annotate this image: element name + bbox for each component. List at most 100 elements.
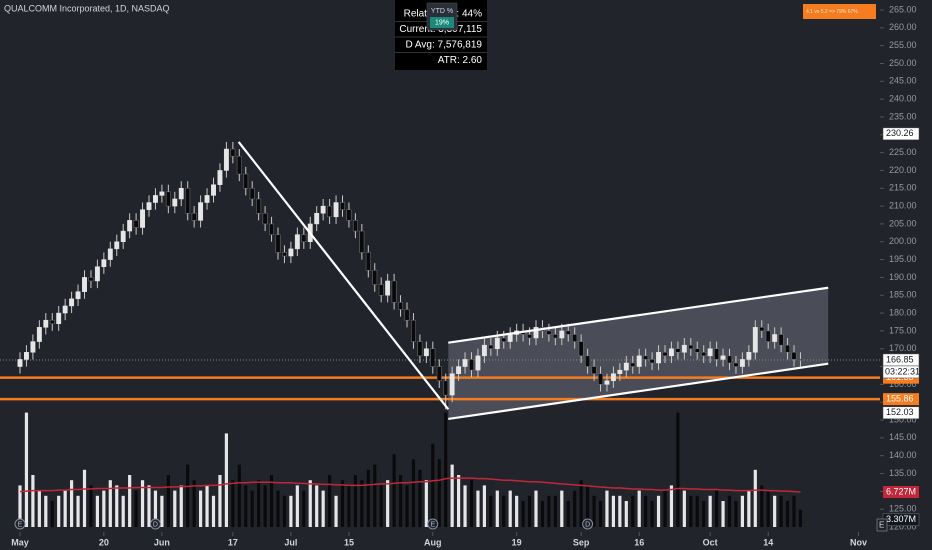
volume-bar <box>192 480 196 527</box>
volume-bar <box>418 469 422 527</box>
candle-body <box>443 380 449 396</box>
volume-bar <box>444 412 448 527</box>
candle-body <box>211 184 216 196</box>
volume-bar <box>502 495 506 527</box>
volume-bar <box>276 490 280 527</box>
price-label: 152.03 <box>886 407 914 417</box>
candle-body <box>398 302 404 310</box>
volume-label: 3.307M <box>886 514 916 524</box>
candle-body <box>223 148 229 171</box>
volume-bar <box>379 485 383 527</box>
volume-bar <box>682 490 686 527</box>
candle-body <box>533 327 539 339</box>
candle-body <box>56 312 62 325</box>
volume-bar <box>108 480 112 527</box>
volume-bar <box>411 459 416 527</box>
candle-body <box>720 355 726 360</box>
volume-bar <box>257 480 261 527</box>
candle-body <box>488 344 494 349</box>
volume-bar <box>289 495 293 527</box>
y-tick-label: 220.00 <box>889 165 917 175</box>
candle-body <box>17 359 23 367</box>
x-tick-label: May <box>11 537 29 547</box>
candle-body <box>333 202 339 218</box>
candle-body <box>430 348 436 367</box>
ytd-value: 19% <box>435 19 449 26</box>
y-tick-label: 120.00 <box>889 521 917 531</box>
volume-bar <box>392 454 396 527</box>
candle-body <box>101 259 107 267</box>
trend-line <box>448 362 829 421</box>
candle-body <box>269 223 275 235</box>
info-line: D Avg: 7,576,819 <box>405 40 482 51</box>
volume-bar <box>424 480 428 527</box>
y-tick-label: 210.00 <box>889 200 917 210</box>
candle-body <box>314 212 320 225</box>
volume-bar <box>708 495 712 527</box>
volume-bar <box>173 490 177 527</box>
candle-body <box>475 355 481 371</box>
volume-bar <box>785 501 790 527</box>
volume-bar <box>250 490 254 527</box>
x-tick-label: 19 <box>512 537 522 547</box>
volume-bar <box>205 485 209 527</box>
price-label-box <box>883 393 919 406</box>
candle-body <box>494 337 500 349</box>
event-label: E <box>430 521 435 528</box>
volume-bar <box>592 495 596 527</box>
candle-body <box>630 362 636 367</box>
volume-bar <box>624 501 628 527</box>
volume-bar <box>140 480 145 527</box>
candle-body <box>688 344 694 349</box>
y-tick-label: 195.00 <box>889 254 917 264</box>
x-tick-label: Nov <box>850 537 867 547</box>
volume-bar <box>773 495 777 527</box>
candle-body <box>178 188 184 200</box>
candle-body <box>649 359 655 364</box>
candle-body <box>746 352 752 360</box>
channel-fill <box>448 287 829 419</box>
candle-body <box>765 330 771 342</box>
y-tick-label: 235.00 <box>889 111 917 121</box>
x-tick-label: 14 <box>763 537 773 547</box>
volume-bar <box>779 495 783 527</box>
volume-bar <box>160 495 164 527</box>
candle-body <box>656 352 661 364</box>
candle-body <box>527 334 532 339</box>
candle-body <box>198 202 204 221</box>
candle-body <box>636 355 642 367</box>
candle-body <box>739 359 745 367</box>
y-tick-label: 265.00 <box>889 4 917 14</box>
volume-bar <box>431 443 435 527</box>
price-label: 166.85 <box>886 354 914 364</box>
volume-bar <box>244 485 248 527</box>
y-tick-label: 175.00 <box>889 325 917 335</box>
volume-bar <box>353 475 357 527</box>
volume-bar <box>63 490 67 527</box>
volume-bar <box>24 412 29 527</box>
candle-body <box>752 327 758 353</box>
volume-ma-line <box>19 477 801 493</box>
candle-body <box>236 155 242 175</box>
y-tick-label: 185.00 <box>889 290 917 300</box>
candle-body <box>378 284 384 296</box>
countdown: 03:22:31 <box>885 366 920 376</box>
volume-bar <box>76 495 80 527</box>
candle-body <box>88 277 94 282</box>
candle-body <box>643 355 649 360</box>
y-tick-label: 250.00 <box>889 58 917 68</box>
candle-body <box>36 327 42 342</box>
volume-bar <box>734 501 738 527</box>
volume-bar <box>224 433 228 527</box>
volume-bar <box>340 480 345 527</box>
candle-body <box>62 305 68 314</box>
candle-body <box>591 366 597 374</box>
candle-body <box>153 195 158 203</box>
ytd-title: YTD % <box>431 8 453 15</box>
candle-body <box>694 348 700 353</box>
price-label: 155.86 <box>886 394 914 404</box>
volume-bar <box>386 480 390 527</box>
price-label-box <box>882 127 920 141</box>
candle-body <box>165 191 171 207</box>
volume-bar <box>102 490 106 527</box>
